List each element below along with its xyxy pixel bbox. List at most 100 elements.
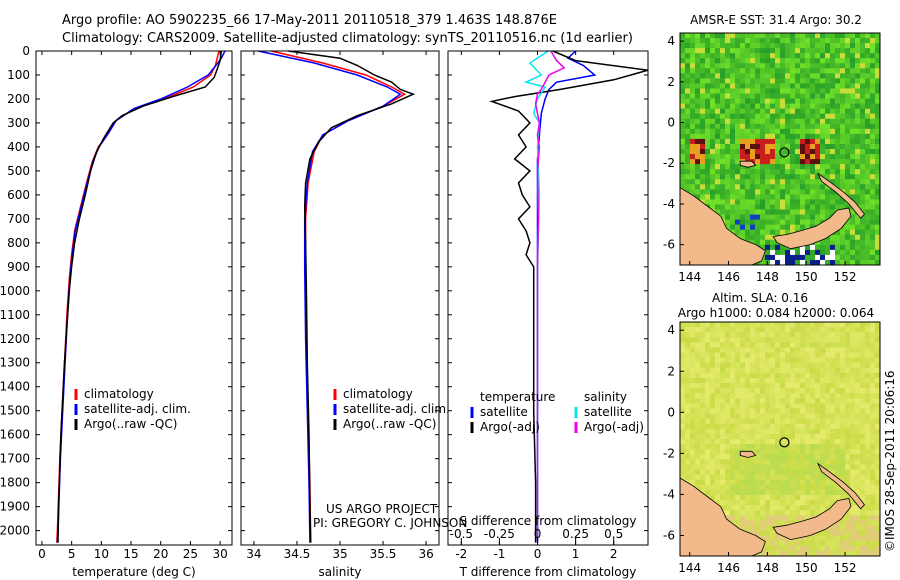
sst-field-cell xyxy=(740,164,746,170)
sla-field-cell xyxy=(855,530,861,537)
sla-field-cell xyxy=(785,347,791,353)
sla-field-cell xyxy=(680,464,686,470)
sla-field-cell xyxy=(800,474,806,481)
sla-field-cell xyxy=(795,398,801,404)
sst-field-cell xyxy=(845,53,851,59)
temperature-ytick-label: 900 xyxy=(7,260,30,274)
sla-field-cell xyxy=(860,413,866,420)
sst-field-cell xyxy=(805,179,811,185)
sla-field-cell xyxy=(705,367,711,374)
sla-field-cell xyxy=(860,398,866,404)
sla-field-cell xyxy=(810,484,816,491)
sla-field-cell xyxy=(785,383,791,389)
sst-field-cell xyxy=(875,63,881,69)
sst-field-cell xyxy=(840,53,846,59)
sla-ytick-label: -6 xyxy=(663,528,675,542)
sla-field-cell xyxy=(850,540,856,547)
sla-field-cell xyxy=(770,474,776,481)
sst-field-cell xyxy=(850,224,856,231)
sla-field-cell xyxy=(785,367,791,374)
sst-field-cell xyxy=(860,78,866,84)
sla-field-cell xyxy=(860,535,866,542)
sst-field-cell xyxy=(755,133,761,140)
sla-field-cell xyxy=(715,393,721,399)
sst-field-cell xyxy=(725,179,731,185)
sla-field-cell xyxy=(815,454,821,460)
sst-field-cell xyxy=(845,78,851,84)
sst-field-cell xyxy=(730,43,736,49)
sla-field-cell xyxy=(830,535,836,542)
sst-field-cell xyxy=(870,53,876,59)
sla-field-cell xyxy=(740,515,746,521)
sst-field-cell xyxy=(715,174,721,180)
sla-field-cell xyxy=(780,510,786,516)
sst-field-cell xyxy=(725,98,731,105)
sla-field-cell xyxy=(715,377,721,384)
sla-field-cell xyxy=(830,479,836,486)
sla-field-cell xyxy=(855,540,861,547)
sla-field-cell xyxy=(855,383,861,389)
sst-field-cell xyxy=(790,138,796,145)
sst-field-cell xyxy=(705,159,711,165)
sla-field-cell xyxy=(830,332,836,338)
sla-field-cell xyxy=(870,408,876,414)
sla-field-cell xyxy=(725,347,731,353)
sst-field-cell xyxy=(745,68,751,74)
sst-field-cell xyxy=(740,93,746,99)
sst-field-cell xyxy=(735,194,741,200)
sla-field-cell xyxy=(685,377,691,384)
sla-field-cell xyxy=(865,540,871,547)
sst-field-cell xyxy=(785,123,791,130)
sla-field-cell xyxy=(850,545,856,552)
sla-field-cell xyxy=(690,352,696,359)
sla-field-cell xyxy=(750,484,756,491)
sst-field-cell xyxy=(730,123,736,130)
sst-field-cell xyxy=(785,224,791,231)
sst-field-cell xyxy=(695,53,701,59)
sst-field-cell xyxy=(780,224,786,231)
sla-field-cell xyxy=(770,383,776,389)
sla-field-cell xyxy=(855,515,861,521)
sla-field-cell xyxy=(845,423,851,430)
sst-field-cell xyxy=(750,108,756,115)
sst-field-cell xyxy=(715,103,721,110)
sla-field-cell xyxy=(800,515,806,521)
sla-field-cell xyxy=(800,367,806,374)
sla-field-cell xyxy=(730,357,736,364)
sla-field-cell xyxy=(860,342,866,348)
sla-field-cell xyxy=(835,428,841,435)
sla-field-cell xyxy=(745,408,751,414)
sla-field-cell xyxy=(715,408,721,414)
sla-field-cell xyxy=(765,327,771,333)
sla-field-cell xyxy=(785,327,791,333)
sla-field-cell xyxy=(750,347,756,353)
sst-field-cell xyxy=(800,43,806,49)
sla-field-cell xyxy=(865,352,871,359)
sla-field-cell xyxy=(835,342,841,348)
sst-field-cell xyxy=(730,214,736,221)
sla-field-cell xyxy=(875,403,881,409)
sla-field-cell xyxy=(810,362,816,369)
sst-field-cell xyxy=(840,88,846,94)
sla-field-cell xyxy=(820,433,826,440)
sst-field-cell xyxy=(835,113,841,120)
sst-land-manus xyxy=(739,160,757,168)
sst-field-cell xyxy=(815,73,821,79)
sla-field-cell xyxy=(810,327,816,333)
sla-field-cell xyxy=(755,423,761,430)
sst-field-cell xyxy=(740,209,746,215)
sla-field-cell xyxy=(805,540,811,547)
sst-field-cell xyxy=(805,194,811,200)
sla-field-cell xyxy=(700,464,706,470)
sla-field-cell xyxy=(790,327,796,333)
sla-field-cell xyxy=(770,367,776,374)
sst-field-cell xyxy=(775,244,781,251)
sla-field-cell xyxy=(865,383,871,389)
sst-field-cell xyxy=(765,63,771,69)
sst-field-cell xyxy=(690,128,696,135)
sla-field-cell xyxy=(770,459,776,465)
sst-field-cell xyxy=(805,244,811,251)
sst-field-cell xyxy=(695,174,701,180)
sst-field-cell xyxy=(765,254,771,261)
sla-field-cell xyxy=(770,545,776,552)
